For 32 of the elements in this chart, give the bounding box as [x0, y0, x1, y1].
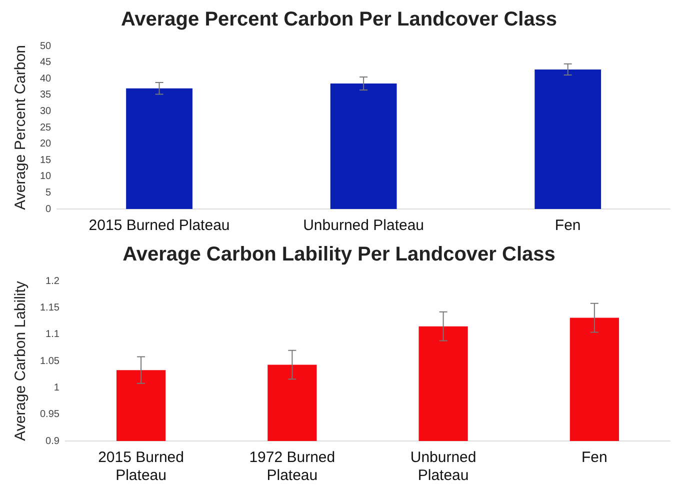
y-tick-label: 10	[40, 171, 52, 182]
y-axis-title: Average Percent Carbon	[12, 45, 30, 210]
y-tick-label: 25	[40, 122, 52, 134]
y-tick-label: 1	[54, 382, 60, 394]
y-tick-label: 1.05	[40, 356, 60, 367]
bar	[330, 83, 397, 209]
y-tick-label: 0.9	[46, 436, 60, 447]
x-tick-label: Fen	[582, 449, 608, 466]
y-tick-label: 15	[40, 154, 52, 166]
y-tick-label: 5	[46, 187, 52, 198]
x-tick-label: Unburned Plateau	[410, 449, 476, 484]
y-tick-label: 0	[46, 204, 52, 215]
y-tick-label: 30	[40, 106, 52, 117]
y-tick-label: 1.15	[40, 302, 60, 314]
x-tick-label: 2015 Burned Plateau	[98, 449, 184, 484]
bar	[534, 69, 602, 209]
bar	[126, 88, 192, 209]
chart-title: Average Carbon Lability Per Landcover Class	[122, 244, 556, 266]
y-tick-label: 1.1	[46, 329, 60, 340]
y-tick-label: 50	[40, 40, 52, 52]
y-tick-label: 35	[40, 90, 52, 101]
x-tick-label: 2015 Burned Plateau	[88, 217, 230, 234]
chart-title: Average Percent Carbon Per Landcover Class	[120, 8, 558, 31]
y-tick-label: 45	[40, 57, 52, 68]
x-tick-label: Fen	[554, 217, 581, 234]
y-axis-title: Average Carbon Lability	[12, 280, 30, 441]
y-tick-label: 20	[40, 138, 52, 150]
y-tick-label: 40	[40, 73, 52, 84]
x-tick-label: 1972 Burned Plateau	[249, 449, 336, 484]
y-tick-label: 0.95	[40, 409, 60, 420]
x-tick-label: Unburned Plateau	[303, 217, 424, 234]
y-tick-label: 1.2	[46, 276, 60, 287]
